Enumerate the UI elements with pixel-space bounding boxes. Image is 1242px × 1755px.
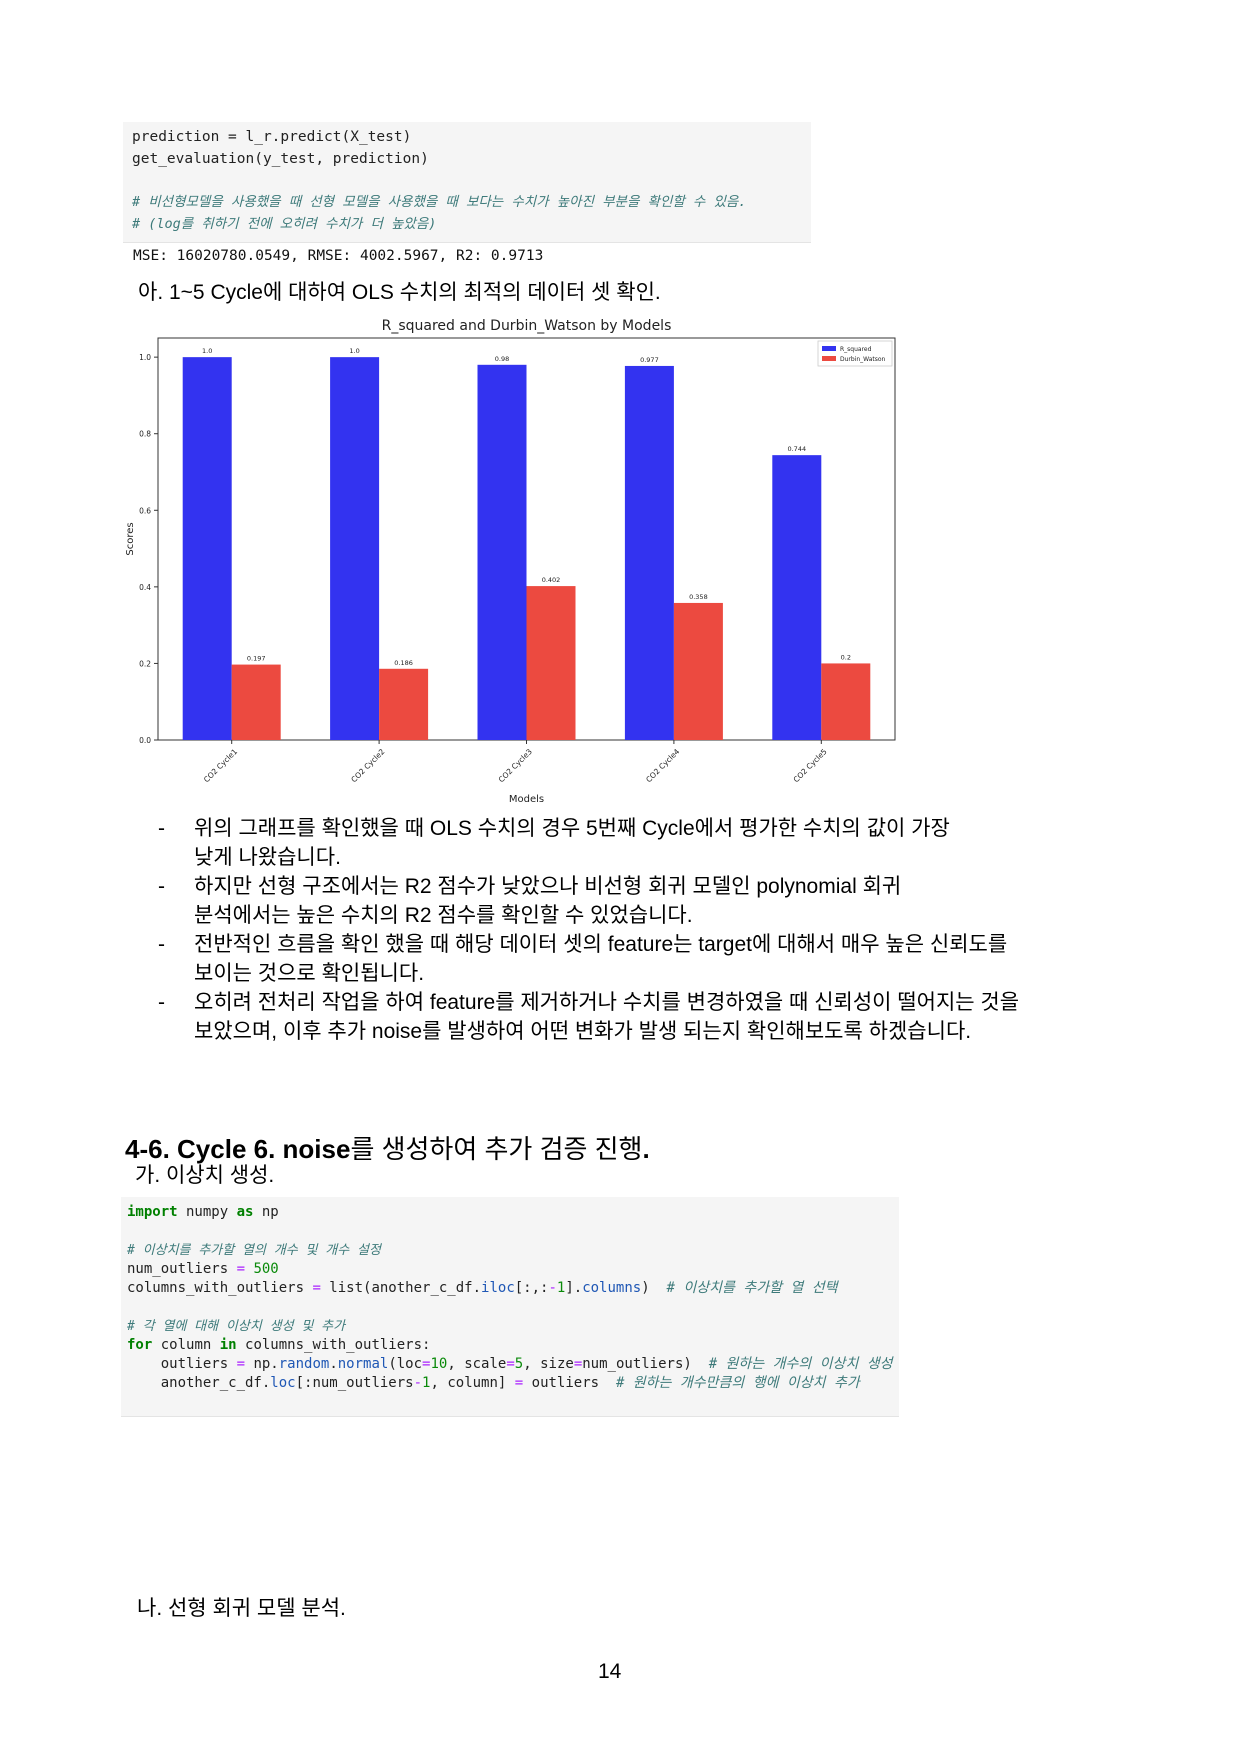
bar-value-label: 0.744 <box>787 445 806 453</box>
bar-value-label: 1.0 <box>349 347 359 355</box>
bar-value-label: 0.402 <box>542 576 561 584</box>
code-comment-generate: # 원하는 개수의 이상치 생성 <box>708 1356 893 1372</box>
bullet-text: 보았으며, 이후 추가 noise를 발생하여 어떤 변화가 발생 되는지 확인… <box>194 1020 972 1043</box>
bullet-text: 전반적인 흐름을 확인 했을 때 해당 데이터 셋의 feature는 targ… <box>194 933 1008 956</box>
code-comment-count: # 이상치를 추가할 열의 개수 및 개수 설정 <box>127 1243 381 1258</box>
x-tick-label: CO2 Cycle5 <box>792 747 829 784</box>
section-heading-end: . <box>642 1134 650 1164</box>
bar-value-label: 0.186 <box>394 659 413 667</box>
y-tick-label: 0.6 <box>139 506 151 515</box>
x-tick-label: CO2 Cycle1 <box>202 747 239 784</box>
bullet-list: - 위의 그래프를 확인했을 때 OLS 수치의 경우 5번째 Cycle에서 평… <box>123 814 1153 1046</box>
x-tick-label: CO2 Cycle2 <box>349 747 386 784</box>
bar-durbin-watson <box>379 668 429 740</box>
bar-r-squared <box>772 455 822 740</box>
bar-durbin-watson <box>231 664 281 740</box>
x-tick-label: CO2 Cycle4 <box>644 747 681 784</box>
bullet-text: 분석에서는 높은 수치의 R2 점수를 확인할 수 있었습니다. <box>194 904 693 927</box>
page-number: 14 <box>598 1660 622 1683</box>
bar-durbin-watson <box>526 586 576 740</box>
bar-durbin-watson <box>821 663 871 740</box>
x-tick-label: CO2 Cycle3 <box>497 747 534 784</box>
bullet-item: - 오히려 전처리 작업을 하여 feature를 제거하거나 수치를 변경하였을… <box>123 988 1153 1046</box>
bar-value-label: 0.2 <box>841 653 851 661</box>
bar-value-label: 1.0 <box>202 347 212 355</box>
code-line-evaluation: get_evaluation(y_test, prediction) <box>132 151 429 167</box>
bullet-text: 위의 그래프를 확인했을 때 OLS 수치의 경우 5번째 Cycle에서 평가… <box>194 817 950 840</box>
bar-value-label: 0.977 <box>640 356 659 364</box>
y-axis-label: Scores <box>125 522 136 555</box>
bullet-text: 하지만 선형 구조에서는 R2 점수가 낮았으나 비선형 회귀 모델인 poly… <box>194 875 902 898</box>
bullet-dash: - <box>158 991 165 1014</box>
y-tick-label: 0.0 <box>139 736 151 745</box>
bar-value-label: 0.98 <box>495 355 509 363</box>
y-tick-label: 0.4 <box>139 583 151 592</box>
code-cell-2: import numpy as np # 이상치를 추가할 열의 개수 및 개수… <box>121 1197 899 1417</box>
subsection-na: 나. 선형 회귀 모델 분석. <box>137 1597 346 1620</box>
legend-box <box>817 340 893 367</box>
y-tick-label: 1.0 <box>139 353 151 362</box>
bullet-item: - 하지만 선형 구조에서는 R2 점수가 낮았으나 비선형 회귀 모델인 pol… <box>123 872 1153 930</box>
bullet-text: 보이는 것으로 확인됩니다. <box>194 962 425 985</box>
code-outliers-line: outliers = np.random.normal(loc=10, scal… <box>127 1356 893 1372</box>
legend-swatch <box>822 356 836 361</box>
bar-r-squared <box>624 365 674 740</box>
code-comment-select: # 이상치를 추가할 열 선택 <box>666 1280 838 1296</box>
bar-r-squared <box>330 357 380 740</box>
legend-label: R_squared <box>840 346 872 353</box>
section-heading-rest: 를 생성하여 추가 검증 진행 <box>350 1134 643 1164</box>
bullet-item: - 전반적인 흐름을 확인 했을 때 해당 데이터 셋의 feature는 tar… <box>123 930 1153 988</box>
code-columns-line: columns_with_outliers = list(another_c_d… <box>127 1280 838 1296</box>
code-comment-1: # 비선형모델을 사용했을 때 선형 모델을 사용했을 때 보다는 수치가 높아… <box>132 194 747 210</box>
y-tick-label: 0.2 <box>139 659 151 668</box>
section-a-title: 아. 1~5 Cycle에 대하여 OLS 수치의 최적의 데이터 셋 확인. <box>138 281 661 304</box>
bar-durbin-watson <box>673 602 723 740</box>
bar-value-label: 0.358 <box>689 593 708 601</box>
bullet-dash: - <box>158 933 165 956</box>
chart-title: R_squared and Durbin_Watson by Models <box>382 318 672 334</box>
legend-label: Durbin_Watson <box>840 356 886 363</box>
code-output-1: MSE: 16020780.0549, RMSE: 4002.5967, R2:… <box>133 248 544 264</box>
legend-swatch <box>822 346 836 351</box>
code-import-line: import numpy as np <box>127 1204 279 1220</box>
code-for-line: for column in columns_with_outliers: <box>127 1337 431 1353</box>
code-comment-each: # 각 열에 대해 이상치 생성 및 추가 <box>127 1319 346 1334</box>
code-num-outliers: num_outliers = 500 <box>127 1261 279 1277</box>
bullet-text: 오히려 전처리 작업을 하여 feature를 제거하거나 수치를 변경하였을 … <box>194 991 1020 1014</box>
section-heading: 4-6. Cycle 6. noise를 생성하여 추가 검증 진행. <box>125 1129 650 1166</box>
bar-r-squared <box>182 357 232 740</box>
bullet-text: 낮게 나왔습니다. <box>194 846 341 869</box>
bullet-dash: - <box>158 817 165 840</box>
code-comment-2: # (log를 취하기 전에 오히려 수치가 더 높았음) <box>132 216 437 232</box>
code-assign-line: another_c_df.loc[:num_outliers-1, column… <box>127 1375 860 1391</box>
code-comment-add: # 원하는 개수만큼의 행에 이상치 추가 <box>615 1375 860 1391</box>
bar-chart: R_squared and Durbin_Watson by Models 0.0… <box>125 318 896 805</box>
bar-r-squared <box>477 364 527 740</box>
section-heading-bold: 4-6. Cycle 6. noise <box>125 1134 351 1164</box>
code-line-predict: prediction = l_r.predict(X_test) <box>132 129 412 145</box>
code-cell-1: prediction = l_r.predict(X_test) get_eva… <box>123 122 811 243</box>
bullet-dash: - <box>158 875 165 898</box>
bullet-item: - 위의 그래프를 확인했을 때 OLS 수치의 경우 5번째 Cycle에서 평… <box>123 814 1153 872</box>
y-tick-label: 0.8 <box>139 430 151 439</box>
bar-value-label: 0.197 <box>247 655 266 663</box>
subsection-ga: 가. 이상치 생성. <box>135 1164 275 1187</box>
x-axis-label: Models <box>509 794 544 805</box>
